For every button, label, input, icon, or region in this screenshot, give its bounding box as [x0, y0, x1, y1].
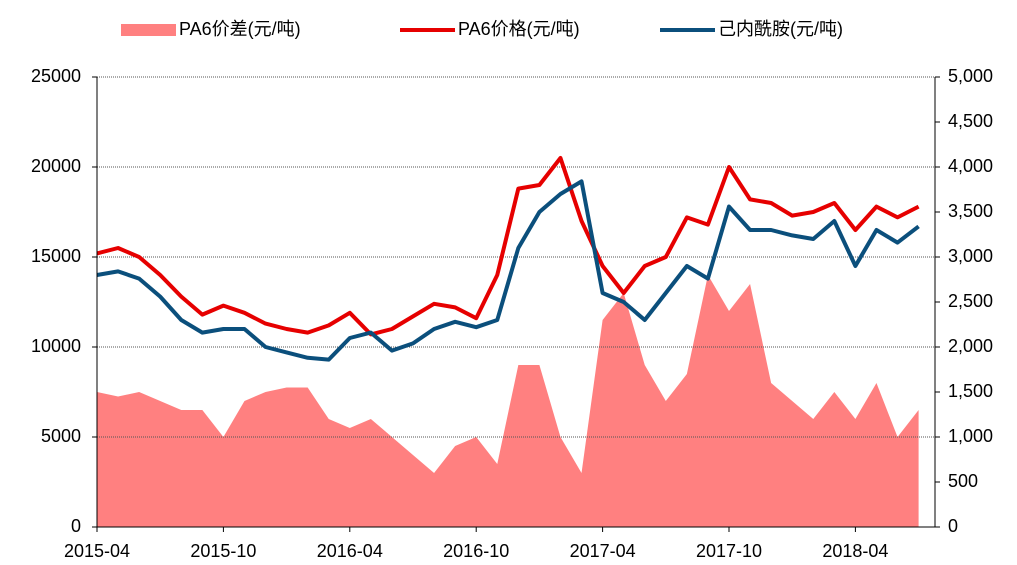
y-tick-label: 10000 [31, 336, 81, 356]
x-tick-label: 2015-04 [64, 541, 130, 561]
legend-label: PA6价差(元/吨) [179, 19, 301, 39]
x-tick-label: 2016-10 [443, 541, 509, 561]
y2-tick-label: 500 [948, 471, 978, 491]
legend-label: PA6价格(元/吨) [458, 19, 580, 39]
y2-tick-label: 3,000 [948, 246, 993, 266]
x-tick-label: 2018-04 [822, 541, 888, 561]
x-tick-label: 2017-10 [696, 541, 762, 561]
y2-tick-label: 0 [948, 516, 958, 536]
y2-tick-label: 5,000 [948, 66, 993, 86]
legend-swatch [121, 24, 176, 36]
y-tick-label: 15000 [31, 246, 81, 266]
line [96, 179, 920, 362]
y-tick-label: 20000 [31, 156, 81, 176]
y2-tick-label: 1,500 [948, 381, 993, 401]
y2-tick-label: 1,000 [948, 426, 993, 446]
y2-tick-label: 2,000 [948, 336, 993, 356]
y2-tick-label: 4,500 [948, 111, 993, 131]
x-tick-label: 2017-04 [570, 541, 636, 561]
y2-tick-label: 3,500 [948, 201, 993, 221]
legend-label: 己内酰胺(元/吨) [718, 19, 843, 39]
y-tick-label: 5000 [41, 426, 81, 446]
area [97, 275, 919, 527]
y2-tick-label: 4,000 [948, 156, 993, 176]
line [96, 156, 920, 337]
y2-tick-label: 2,500 [948, 291, 993, 311]
x-tick-label: 2015-10 [190, 541, 256, 561]
x-tick-label: 2016-04 [317, 541, 383, 561]
y-tick-label: 0 [71, 516, 81, 536]
y-tick-label: 25000 [31, 66, 81, 86]
